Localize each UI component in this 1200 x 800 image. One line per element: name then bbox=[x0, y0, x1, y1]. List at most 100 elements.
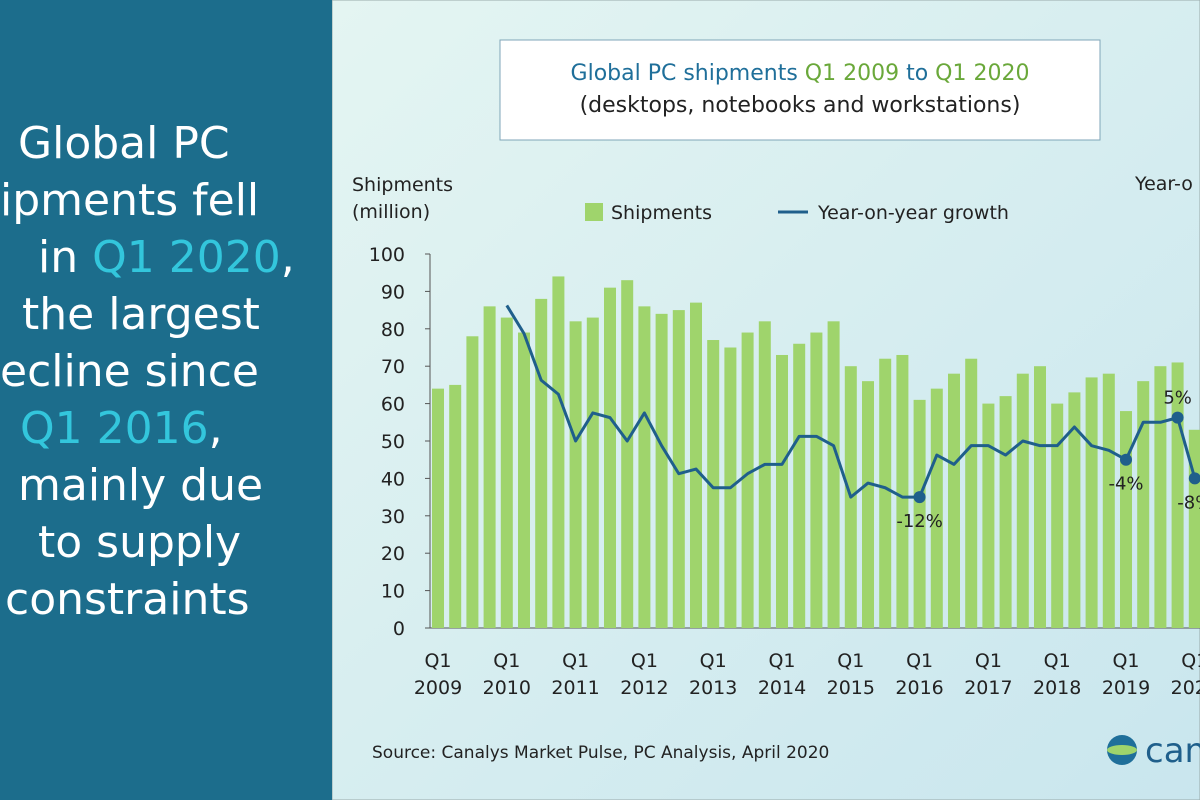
bar bbox=[1085, 377, 1098, 628]
bar bbox=[776, 354, 788, 628]
x-tick-label: Q1 2009 bbox=[413, 650, 463, 699]
y-tick-label: 70 bbox=[381, 356, 405, 378]
bar bbox=[604, 287, 616, 628]
y-axis-label: Shipments (million) bbox=[352, 174, 454, 223]
data-label: -8% bbox=[1177, 492, 1200, 513]
source: Source: Canalys Market Pulse, PC Analysi… bbox=[372, 743, 829, 763]
panel-line: constraints bbox=[5, 574, 250, 625]
panel-text: the largest bbox=[22, 289, 260, 340]
panel-line: Q1 2016, bbox=[20, 403, 223, 454]
title-part: Q1 2020 bbox=[935, 61, 1029, 86]
bar bbox=[672, 310, 685, 628]
bar bbox=[1188, 429, 1200, 628]
y-tick-label: 30 bbox=[381, 506, 405, 528]
panel-text: ecline since bbox=[0, 346, 259, 397]
bar bbox=[862, 381, 874, 628]
panel-line: mainly due bbox=[18, 460, 263, 511]
x-tick-label: Q1 2012 bbox=[620, 650, 669, 699]
y-tick-label: 50 bbox=[381, 431, 405, 453]
y-tick-label: 40 bbox=[381, 468, 405, 490]
panel-text: constraints bbox=[5, 574, 250, 625]
bar bbox=[741, 332, 754, 628]
x-tick-label: Q1 2020 bbox=[1170, 650, 1200, 699]
bar bbox=[948, 373, 960, 628]
x-tick-label: Q1 2013 bbox=[689, 650, 738, 699]
bar bbox=[449, 384, 462, 628]
bar bbox=[535, 298, 548, 628]
x-tick-label: Q1 2014 bbox=[757, 650, 807, 699]
bar bbox=[982, 403, 995, 628]
bar bbox=[655, 313, 668, 628]
bar bbox=[1154, 366, 1167, 628]
growth-marker bbox=[1120, 453, 1132, 466]
logo-text: cana bbox=[1145, 731, 1200, 771]
legend-label: Year-on-year growth bbox=[817, 202, 1009, 224]
bar bbox=[569, 321, 582, 628]
bar bbox=[999, 396, 1012, 628]
bar bbox=[758, 321, 771, 628]
bar bbox=[1102, 373, 1115, 628]
bar bbox=[827, 321, 840, 628]
bar bbox=[638, 306, 651, 628]
bar bbox=[1120, 411, 1132, 628]
x-tick-label: Q1 2011 bbox=[551, 650, 600, 699]
y-tick-label: 80 bbox=[381, 319, 405, 341]
x-tick-label: Q1 2010 bbox=[482, 650, 531, 699]
logo-icon-band bbox=[1107, 745, 1137, 755]
panel-text: Global PC bbox=[18, 118, 230, 169]
bar bbox=[1034, 366, 1046, 628]
panel-text: to supply bbox=[38, 517, 242, 568]
data-label: -12% bbox=[896, 511, 943, 532]
bar bbox=[1016, 373, 1029, 628]
bar bbox=[896, 354, 909, 628]
bar bbox=[810, 332, 823, 628]
bar bbox=[707, 340, 720, 628]
y-tick-label: 0 bbox=[393, 618, 405, 640]
bar bbox=[518, 332, 530, 628]
panel-text: , bbox=[208, 403, 223, 454]
data-label: 5% bbox=[1163, 388, 1192, 409]
title-part: Global PC shipments bbox=[571, 61, 805, 86]
x-tick-label: Q1 2016 bbox=[895, 650, 944, 699]
bar bbox=[466, 336, 479, 628]
x-tick-label: Q1 2018 bbox=[1033, 650, 1082, 699]
x-tick-label: Q1 2015 bbox=[826, 650, 875, 699]
title-part: Q1 2009 bbox=[805, 61, 899, 86]
bar bbox=[621, 280, 634, 628]
title-box bbox=[499, 39, 1101, 141]
bar bbox=[483, 306, 496, 628]
highlight-text: Q1 2020 bbox=[92, 232, 281, 283]
y-tick-label: 20 bbox=[381, 543, 405, 565]
panel-line: to supply bbox=[38, 517, 241, 568]
y-tick-label: 60 bbox=[381, 394, 405, 416]
bar bbox=[1068, 392, 1081, 628]
bar bbox=[1051, 403, 1064, 628]
bar bbox=[913, 399, 926, 628]
growth-marker bbox=[913, 491, 926, 504]
chart-title: Global PC shipments Q1 2009 to Q1 2020 bbox=[571, 61, 1030, 86]
title-part: to bbox=[899, 61, 935, 86]
bar bbox=[1137, 381, 1150, 628]
x-tick-label: Q1 2017 bbox=[964, 650, 1013, 699]
y2-axis-label: Year-o bbox=[1134, 173, 1193, 195]
bar bbox=[879, 358, 892, 628]
chart-subtitle: (desktops, notebooks and workstations) bbox=[580, 93, 1021, 118]
panel-line: in Q1 2020, bbox=[38, 232, 295, 283]
panel-text: ipments fell bbox=[0, 175, 260, 226]
highlight-text: Q1 2016 bbox=[20, 403, 209, 454]
legend-swatch bbox=[585, 203, 603, 221]
bar bbox=[432, 388, 444, 628]
bar bbox=[552, 276, 565, 628]
bar bbox=[793, 343, 806, 628]
y-tick-label: 90 bbox=[381, 281, 405, 303]
summary-panel: Global PC ipments fell in Q1 2020, the larg… bbox=[0, 0, 332, 800]
panel-text: , bbox=[280, 232, 295, 283]
growth-marker bbox=[1171, 411, 1184, 424]
bar bbox=[500, 317, 513, 628]
growth-line bbox=[505, 304, 1197, 499]
panel-line: the largest bbox=[22, 289, 260, 340]
panel-text: mainly due bbox=[18, 460, 264, 511]
bar bbox=[930, 388, 943, 628]
